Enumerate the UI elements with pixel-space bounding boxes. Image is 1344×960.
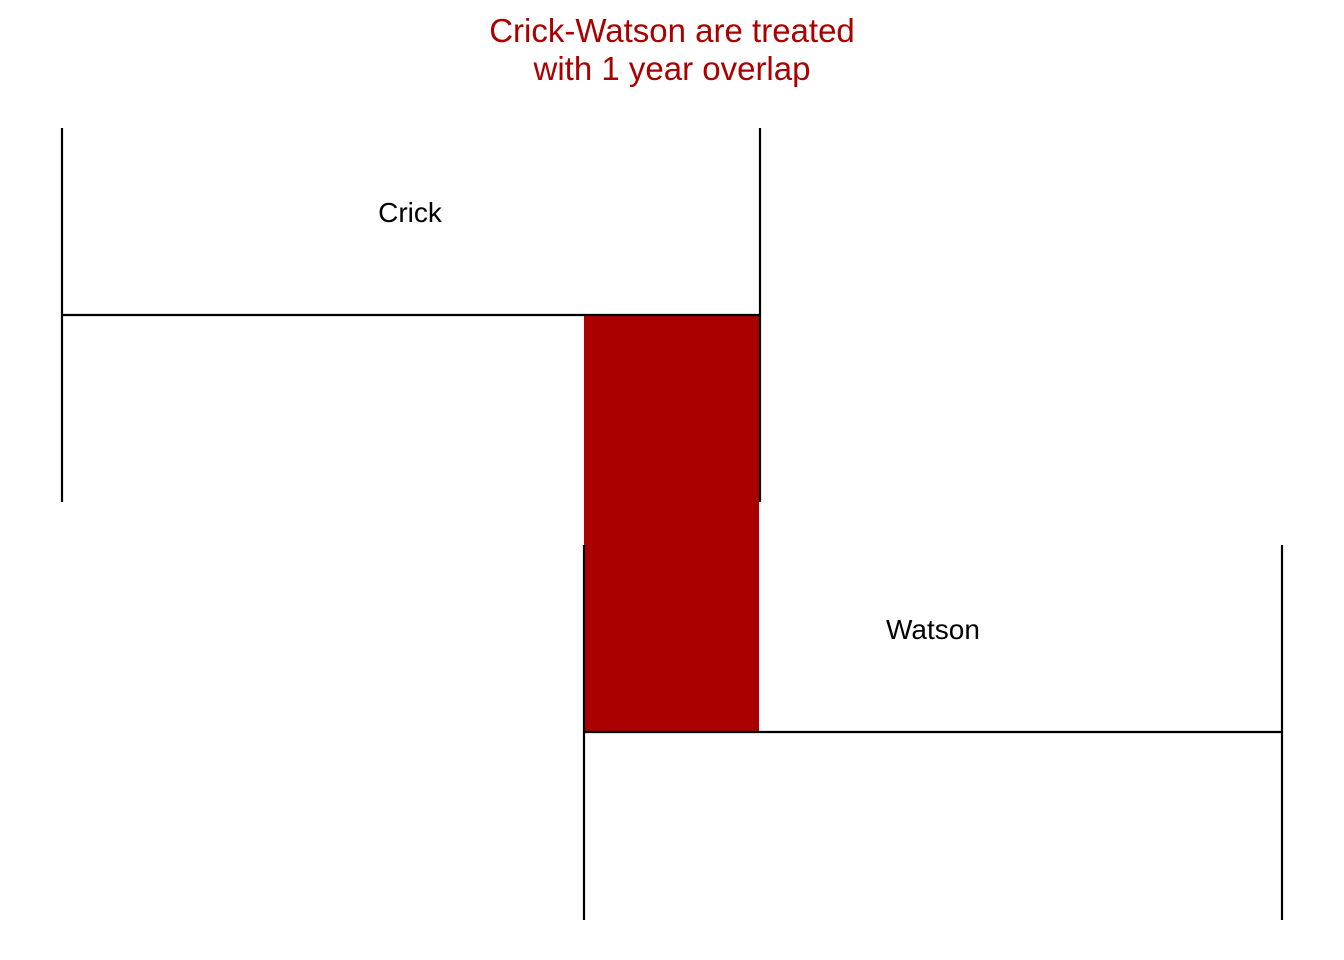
watson-interval: Watson [582, 545, 1284, 920]
title-line-2: with 1 year overlap [533, 50, 811, 87]
overlap-region [584, 314, 759, 732]
crick-label: Crick [378, 197, 443, 228]
diagram-title: Crick-Watson are treated with 1 year ove… [0, 12, 1344, 88]
crick-interval: Crick [60, 128, 762, 502]
watson-label: Watson [886, 614, 980, 645]
title-line-1: Crick-Watson are treated [489, 12, 855, 49]
